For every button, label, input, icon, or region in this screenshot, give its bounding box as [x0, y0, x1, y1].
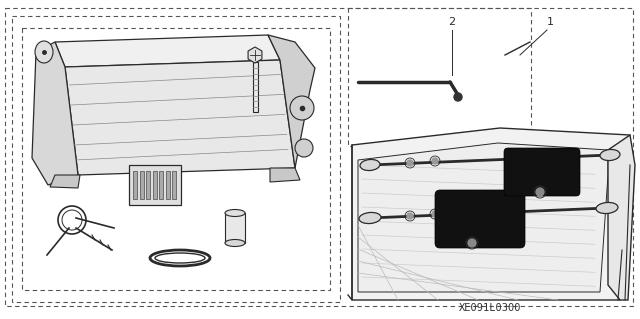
Polygon shape — [50, 175, 80, 188]
Circle shape — [295, 139, 313, 157]
Circle shape — [407, 160, 413, 166]
Bar — [225, 213, 245, 243]
Circle shape — [536, 188, 544, 196]
Bar — [159, 171, 163, 199]
Polygon shape — [248, 47, 262, 63]
Bar — [172, 171, 176, 199]
Ellipse shape — [360, 160, 380, 171]
Polygon shape — [32, 42, 78, 185]
Bar — [129, 165, 181, 205]
Polygon shape — [65, 60, 295, 175]
Ellipse shape — [359, 212, 381, 224]
Text: XE091L0300: XE091L0300 — [459, 303, 521, 313]
Polygon shape — [608, 135, 635, 300]
Ellipse shape — [155, 253, 205, 263]
Bar — [166, 171, 170, 199]
Polygon shape — [358, 143, 608, 292]
Ellipse shape — [596, 203, 618, 213]
FancyBboxPatch shape — [435, 190, 525, 248]
Circle shape — [454, 93, 462, 101]
Ellipse shape — [225, 240, 245, 247]
Circle shape — [407, 213, 413, 219]
Bar — [133, 171, 137, 199]
Ellipse shape — [225, 210, 245, 217]
Ellipse shape — [600, 150, 620, 160]
Bar — [253, 62, 257, 112]
Circle shape — [468, 239, 476, 247]
FancyBboxPatch shape — [504, 148, 580, 196]
Polygon shape — [270, 168, 300, 182]
Text: 2: 2 — [449, 17, 456, 27]
Bar — [146, 171, 150, 199]
Bar — [12, 16, 340, 302]
Circle shape — [290, 96, 314, 120]
Bar — [152, 171, 157, 199]
Polygon shape — [268, 35, 315, 168]
Bar — [22, 28, 330, 290]
Ellipse shape — [35, 41, 53, 63]
Bar — [348, 8, 531, 146]
Circle shape — [432, 158, 438, 164]
Text: 1: 1 — [547, 17, 554, 27]
Polygon shape — [352, 128, 630, 300]
Circle shape — [432, 211, 438, 217]
Bar — [140, 171, 143, 199]
Polygon shape — [55, 35, 280, 67]
